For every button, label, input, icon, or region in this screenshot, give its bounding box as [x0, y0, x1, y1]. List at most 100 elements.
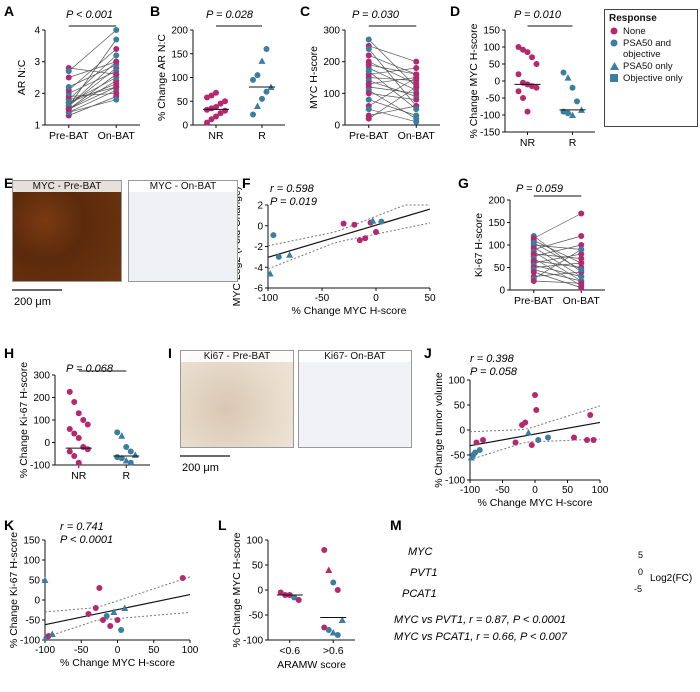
ytick-label-A-2: 3	[34, 57, 40, 68]
legend-title: Response	[609, 13, 657, 24]
stat-g: P = 0.059	[516, 183, 563, 195]
legend-label-psa-obj: PSA50 and objective	[623, 38, 672, 60]
pair-line-G-6	[533, 251, 582, 282]
point-G-pre-18	[530, 278, 537, 284]
ytick-label-F-2: -2	[254, 242, 263, 253]
point-C-on-12	[413, 96, 420, 103]
stat-a: P < 0.001	[66, 9, 113, 21]
panel-label-e: E	[4, 175, 13, 191]
xtick-label-B-1: R	[258, 130, 266, 142]
point-B-0-11	[208, 92, 215, 99]
point-L-0-3	[291, 594, 298, 601]
ytick-label-L-3: 50	[252, 561, 264, 572]
point-G-on-15	[578, 284, 585, 291]
micro-caption-myc-on: MYC - On-BAT	[129, 181, 237, 192]
point-L-1-4	[338, 616, 346, 623]
point-B-0-10	[204, 94, 210, 101]
xtick-label-G-0: Pre-BAT	[514, 295, 554, 307]
point-A-on-14	[113, 58, 120, 65]
point-B-0-6	[208, 105, 215, 112]
ytick-label-L-4: 100	[246, 536, 263, 547]
micro-image-myc-on: MYC - On-BAT	[128, 180, 238, 282]
ytick-label-H-4: 300	[33, 371, 50, 382]
point-C-on-6	[413, 65, 420, 71]
point-B-1-5	[250, 76, 256, 83]
ytick-label-G-1: 50	[494, 263, 506, 274]
point-L-1-2	[330, 579, 337, 586]
point-F-11	[378, 218, 385, 225]
pair-line-C-2	[368, 48, 417, 107]
colorbar-title: Log2(FC)	[650, 573, 692, 584]
point-A-pre-13	[65, 84, 72, 90]
ytick-label-A-3: 4	[34, 26, 40, 37]
panel-label-f: F	[242, 175, 251, 191]
legend-item-psa-obj: PSA50 and objective	[609, 38, 697, 60]
ytick-label-G-4: 200	[488, 196, 505, 207]
point-A-on-16	[113, 96, 120, 103]
heatmap-row-label-pcat1: PCAT1	[402, 588, 437, 600]
heatmap-stat-1: MYC vs PVT1, r = 0.87, P < 0.0001	[394, 614, 566, 626]
pair-line-A-10	[68, 92, 117, 97]
pair-line-G-17	[533, 249, 582, 280]
point-D-0-0	[515, 44, 522, 50]
pair-line-C-0	[368, 39, 417, 88]
point-L-1-8	[334, 632, 341, 638]
point-C-pre-19	[365, 61, 372, 68]
point-J-2	[472, 449, 479, 456]
pair-line-C-16	[368, 105, 417, 116]
point-J-17	[590, 437, 597, 443]
point-B-1-7	[258, 57, 266, 64]
point-D-0-5	[515, 71, 522, 78]
xtick-label-F-1: -50	[315, 293, 330, 304]
panel-label-k: K	[4, 517, 14, 533]
point-A-on-10	[113, 90, 120, 97]
point-K-8	[107, 623, 114, 629]
ytick-label-D-2: -50	[486, 94, 501, 105]
xtick-label-F-0: -100	[258, 293, 278, 304]
xlabel-J: % Change MYC H-score	[478, 497, 593, 509]
point-F-6	[356, 237, 363, 244]
point-D-0-2	[524, 49, 531, 56]
point-J-6	[512, 439, 519, 446]
point-H-0-9	[84, 446, 91, 453]
xtick-label-K-2: 0	[115, 645, 121, 656]
point-D-1-1	[564, 74, 572, 81]
pair-line-C-8	[368, 80, 417, 97]
point-F-5	[351, 221, 358, 228]
point-D-1-6	[565, 110, 571, 117]
point-F-2	[275, 253, 282, 260]
point-H-0-12	[75, 459, 82, 466]
stat-b: P = 0.028	[206, 9, 254, 21]
xtick-label-J-4: 100	[592, 485, 609, 496]
pair-line-G-13	[533, 262, 582, 268]
point-H-1-6	[118, 455, 125, 462]
point-C-pre-17	[365, 115, 372, 122]
point-K-10	[114, 617, 121, 623]
point-A-on-15	[113, 71, 120, 78]
point-A-pre-18	[65, 68, 72, 75]
point-G-on-5	[578, 233, 585, 239]
xtick-label-J-0: -100	[460, 485, 480, 496]
point-F-10	[373, 228, 379, 235]
point-B-1-2	[259, 95, 265, 102]
point-F-1	[270, 232, 277, 239]
point-H-0-6	[71, 430, 78, 437]
panel-label-m: M	[390, 517, 402, 533]
point-L-1-3	[334, 587, 341, 593]
ytick-label-L-1: -50	[249, 611, 264, 622]
point-D-0-9	[533, 84, 540, 91]
ytick-label-K-0: -100	[20, 636, 40, 647]
point-A-pre-19	[65, 106, 72, 113]
ci-band-upper-F	[267, 204, 430, 247]
point-B-0-9	[222, 98, 228, 105]
point-J-4	[476, 447, 483, 453]
pair-line-G-4	[533, 246, 582, 277]
ci-band-lower-F	[267, 222, 431, 270]
ytick-label-K-2: 0	[34, 596, 40, 607]
ytick-label-C-0: 0	[334, 121, 340, 132]
xtick-label-J-1: -50	[495, 485, 510, 496]
point-C-pre-18	[365, 68, 372, 75]
point-B-1-1	[254, 102, 261, 109]
point-C-pre-3	[365, 52, 372, 59]
point-H-0-11	[71, 453, 78, 459]
